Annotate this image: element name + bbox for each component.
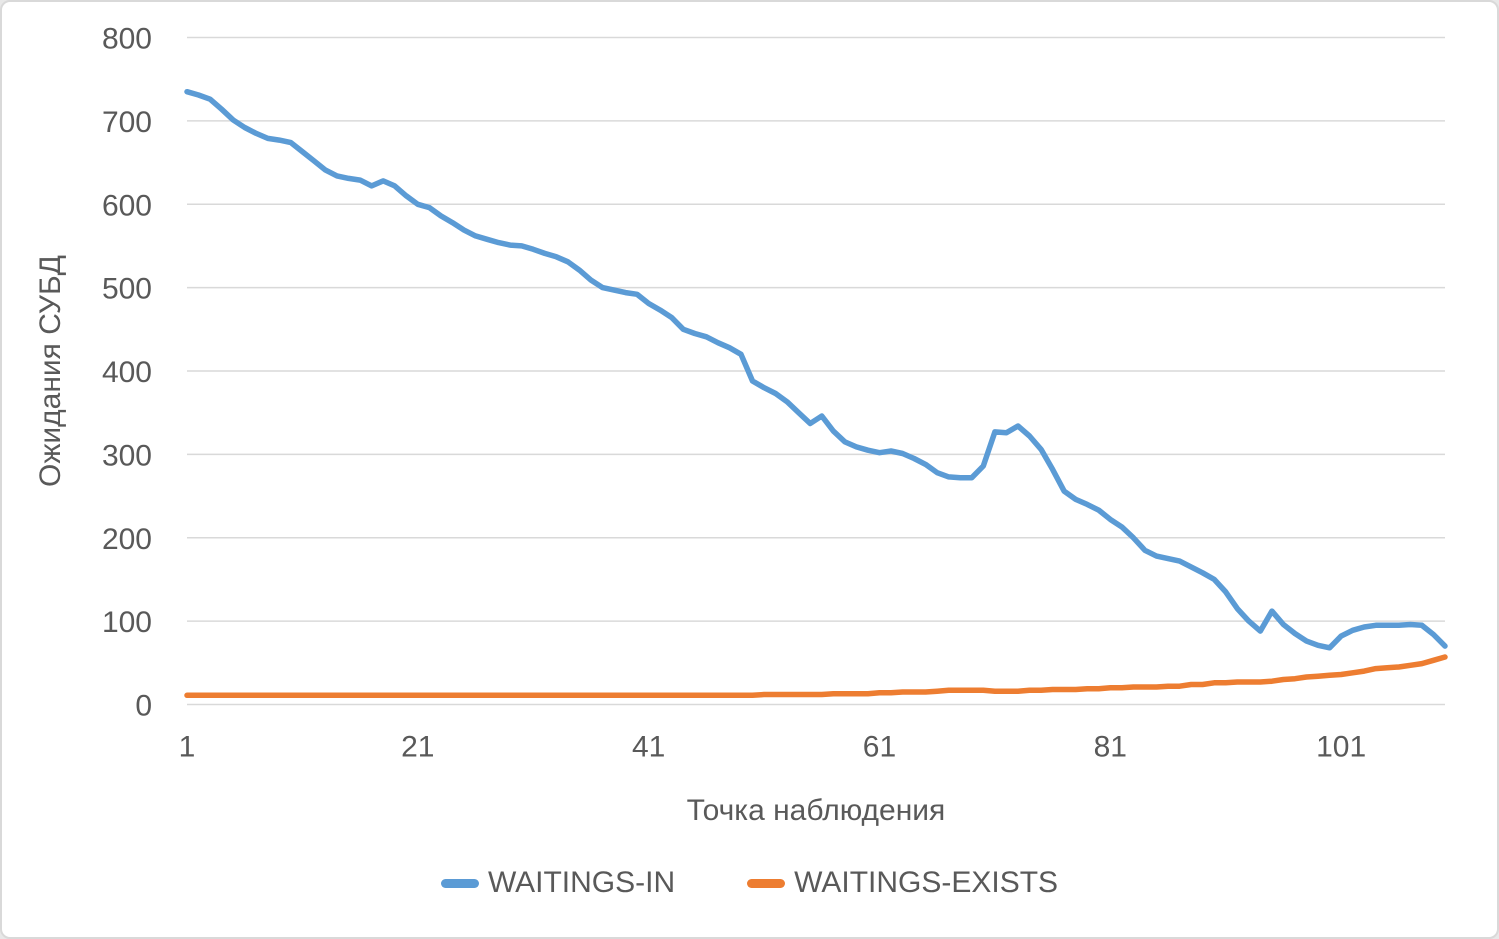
x-axis-tick-labels: 1 21 41 61 81 101 <box>179 731 1367 764</box>
legend-marker-waitings-exists <box>747 878 786 888</box>
x-tick-label: 21 <box>401 731 434 764</box>
series-line-waitings-exists <box>184 654 1448 699</box>
y-tick-label: 300 <box>102 439 152 472</box>
y-tick-label: 800 <box>102 23 152 56</box>
y-tick-label: 400 <box>102 356 152 389</box>
legend-label-waitings-exists: WAITINGS-EXISTS <box>794 866 1059 899</box>
y-axis-tick-labels: 0 100 200 300 400 500 600 700 800 <box>102 23 152 723</box>
y-tick-label: 500 <box>102 273 152 306</box>
series-lines <box>184 88 1448 699</box>
x-tick-label: 61 <box>863 731 896 764</box>
y-tick-label: 200 <box>102 523 152 556</box>
legend-marker-waitings-in <box>440 878 479 888</box>
legend-item-waitings-in: WAITINGS-IN <box>440 866 676 900</box>
y-tick-label: 600 <box>102 189 152 222</box>
legend: WAITINGS-IN WAITINGS-EXISTS <box>2 866 1497 900</box>
y-tick-label: 700 <box>102 106 152 139</box>
y-tick-label: 100 <box>102 606 152 639</box>
x-tick-label: 81 <box>1094 731 1127 764</box>
y-axis-title: Ожидания СУБД <box>34 255 67 487</box>
gridlines <box>187 36 1445 706</box>
x-tick-label: 41 <box>632 731 665 764</box>
x-tick-label: 101 <box>1316 731 1366 764</box>
y-tick-label: 0 <box>135 690 152 723</box>
legend-label-waitings-in: WAITINGS-IN <box>487 866 676 899</box>
x-axis-title: Точка наблюдения <box>687 794 946 827</box>
legend-item-waitings-exists: WAITINGS-EXISTS <box>747 866 1058 900</box>
x-tick-label: 1 <box>179 731 196 764</box>
series-line-waitings-in <box>184 88 1448 651</box>
